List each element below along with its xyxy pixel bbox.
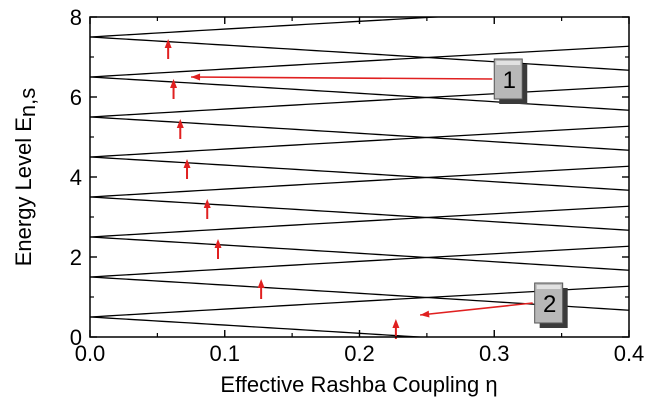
y-tick-label: 4: [70, 165, 82, 190]
axis-ticks: [89, 16, 630, 338]
energy-level-line-n1-up: [90, 245, 629, 278]
callout-2: 2: [420, 282, 568, 328]
x-tick-labels: 0.0 0.1 0.2 0.3 0.4: [75, 341, 645, 366]
energy-level-line-n6-down: [90, 76, 629, 111]
crossing-arrows: [164, 39, 400, 339]
crossing-arrow: [176, 119, 184, 139]
x-tick-label: 0.1: [209, 341, 240, 366]
energy-level-line-n3-up: [90, 165, 629, 198]
x-tick-label: 0.2: [344, 341, 375, 366]
crossing-arrow: [257, 279, 265, 299]
y-axis-title: Energy Level En,s: [11, 88, 40, 267]
x-tick-label: 0.3: [479, 341, 510, 366]
crossing-arrow: [203, 199, 211, 219]
y-axis-title-subscript: n,s: [15, 88, 40, 117]
callout-label: 1: [503, 67, 516, 94]
y-tick-label: 0: [70, 325, 82, 350]
crossing-arrow: [214, 239, 222, 259]
energy-level-line-n4-up: [90, 125, 629, 158]
energy-level-line-n7-down: [90, 36, 629, 71]
callouts: 12: [191, 58, 568, 328]
x-axis-title: Effective Rashba Coupling η: [220, 372, 497, 397]
y-tick-label: 8: [70, 5, 82, 30]
crossing-arrow: [183, 159, 191, 179]
energy-level-line-n5-up: [90, 85, 629, 118]
callout-label: 2: [543, 291, 556, 318]
energy-level-line-n5-down: [90, 116, 629, 151]
callout-1: 1: [191, 58, 528, 104]
x-tick-label: 0.4: [614, 341, 645, 366]
x-tick-label: 0.0: [75, 341, 106, 366]
energy-level-line-n6-up: [90, 45, 629, 78]
energy-level-line-n3-down: [90, 196, 629, 231]
crossing-arrow: [164, 39, 172, 59]
y-tick-label: 2: [70, 245, 82, 270]
crossing-arrow: [170, 79, 178, 99]
y-tick-label: 6: [70, 85, 82, 110]
y-axis-title-main: Energy Level E: [11, 117, 36, 266]
energy-level-line-n2-down: [90, 236, 629, 271]
y-tick-labels: 0 2 4 6 8: [70, 5, 82, 350]
energy-level-line-n2-up: [90, 205, 629, 238]
energy-level-lines: [90, 17, 629, 337]
energy-level-line-n4-down: [90, 156, 629, 191]
